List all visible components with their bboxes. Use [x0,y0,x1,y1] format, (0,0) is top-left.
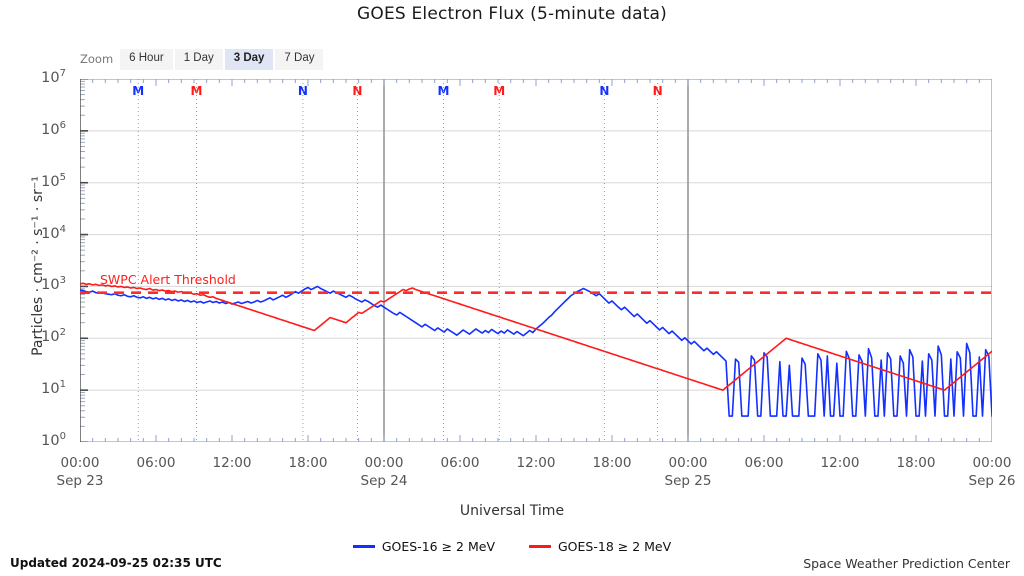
page-title: GOES Electron Flux (5-minute data) [356,4,668,24]
x-tick-label-9: 06:00 [744,455,784,471]
x-tick-label-1: 06:00 [136,455,176,471]
y-tick-label-7: 107 [41,68,66,86]
zoom-control: Zoom 6 Hour 1 Day 3 Day 7 Day [80,49,324,70]
y-tick-label-2: 102 [41,327,66,346]
x-tick-label-4: 00:00 Sep 24 [360,455,408,489]
x-tick-label-6: 12:00 [516,455,556,471]
x-tick-label-7: 18:00 [592,455,632,471]
y-tick-label-5: 105 [41,171,66,190]
x-tick-label-10: 12:00 [820,455,860,471]
x-tick-label-8: 00:00 Sep 25 [664,455,712,489]
x-tick-label-12: 00:00 Sep 26 [968,455,1016,489]
legend-item-goes16[interactable]: GOES-16 ≥ 2 MeV [352,539,495,554]
zoom-control-label: Zoom [80,52,114,67]
y-tick-label-0: 100 [41,431,66,449]
chart-legend: GOES-16 ≥ 2 MeV GOES-18 ≥ 2 MeV [0,539,1024,554]
legend-label-goes18: GOES-18 ≥ 2 MeV [558,539,672,554]
legend-label-goes16: GOES-16 ≥ 2 MeV [381,539,495,554]
series-line-goes16 [79,285,1024,417]
y-tick-label-1: 101 [41,379,66,398]
x-tick-label-2: 12:00 [212,455,252,471]
zoom-button-6-hour[interactable]: 6 Hour [120,49,173,70]
legend-swatch-goes18 [529,545,551,548]
x-tick-label-5: 06:00 [440,455,480,471]
zoom-button-7-day[interactable]: 7 Day [275,49,324,70]
x-tick-label-11: 18:00 [896,455,936,471]
plot-svg [79,78,1024,443]
x-axis-label: Universal Time [459,503,565,519]
zoom-button-1-day[interactable]: 1 Day [174,49,223,70]
series-line-goes18 [79,282,1024,391]
y-tick-label-6: 106 [41,120,66,138]
source-attribution: Space Weather Prediction Center [803,556,1010,571]
legend-swatch-goes16 [352,545,375,548]
x-tick-label-0: 00:00 Sep 23 [56,455,104,489]
zoom-button-3-day[interactable]: 3 Day [224,49,274,70]
plot-area [79,78,1024,443]
threshold-label: SWPC Alert Threshold [100,272,236,287]
legend-item-goes18[interactable]: GOES-18 ≥ 2 MeV [529,539,671,554]
updated-timestamp: Updated 2024-09-25 02:35 UTC [10,556,222,570]
y-tick-label-4: 104 [41,223,66,242]
x-tick-label-3: 18:00 [288,455,328,471]
y-tick-label-3: 103 [41,275,66,294]
